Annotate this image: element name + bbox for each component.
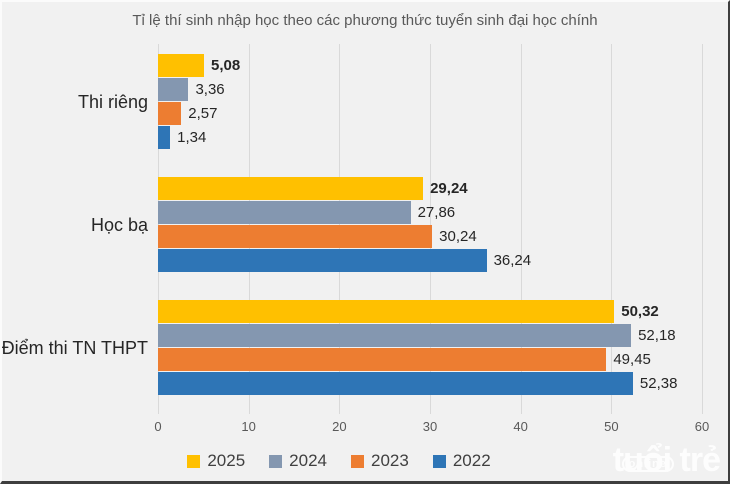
x-tick-label: 60 — [694, 419, 710, 434]
bar-group: Thi riêng 5,08 3,36 2,57 1,34 — [78, 54, 702, 150]
bar-2024 — [158, 78, 189, 101]
x-tick-label: 30 — [422, 419, 438, 434]
legend-item-2025: 2025 — [187, 451, 245, 471]
bar-row: 2,57 — [158, 102, 702, 125]
bar-value-label: 2,57 — [188, 105, 218, 122]
bar-row: 52,18 — [158, 324, 702, 347]
legend-item-2022: 2022 — [432, 451, 491, 471]
bar-value-label: 52,38 — [639, 375, 678, 392]
bar-row: 29,24 — [158, 177, 702, 200]
bar-group: Học bạ 29,24 27,86 30,24 36,24 — [91, 177, 702, 273]
bar-2022 — [158, 372, 633, 395]
bar-2022 — [158, 126, 171, 149]
bar-value-label: 3,36 — [195, 81, 225, 98]
x-tick-label: 0 — [154, 419, 162, 434]
bar-value-label: 27,86 — [417, 204, 456, 221]
legend-label: 2023 — [371, 451, 409, 470]
legend-item-2024: 2024 — [269, 451, 327, 471]
bar-2023 — [158, 102, 182, 125]
bar-value-label: 50,32 — [621, 303, 659, 320]
bar-row: 27,86 — [158, 201, 702, 224]
legend-label: 2025 — [207, 451, 246, 470]
legend-item-2023: 2023 — [351, 451, 409, 471]
bar-row: 1,34 — [158, 126, 702, 149]
bar-value-label: 49,45 — [613, 351, 651, 368]
bar-2024 — [158, 201, 411, 224]
bar-2025 — [158, 177, 424, 200]
bar-value-label: 1,34 — [177, 129, 207, 146]
category-label: Điểm thi TN THPT — [1, 337, 148, 358]
gridline — [611, 44, 613, 414]
bar-row: 5,08 — [158, 54, 702, 77]
bar-value-label: 29,24 — [430, 180, 468, 197]
x-axis: 0 10 20 30 40 50 60 — [154, 419, 709, 435]
plot-area: Thi riêng 5,08 3,36 2,57 1,34 Học bạ 29,24 27,8… — [2, 44, 703, 418]
x-tick-label: 50 — [604, 419, 619, 434]
bar-value-label: 30,24 — [439, 228, 477, 245]
bar-2023 — [158, 225, 433, 248]
bar-2025 — [158, 54, 205, 77]
watermark-tuoitre-logo: tuổi trẻ online — [613, 441, 721, 479]
legend-swatch — [187, 454, 201, 468]
category-label: Học bạ — [90, 214, 148, 235]
legend-swatch — [351, 454, 364, 468]
bar-group: Điểm thi TN THPT 50,32 52,18 49,45 52,38 — [2, 300, 702, 396]
bar-row: 52,38 — [158, 372, 702, 395]
x-tick-label: 10 — [241, 419, 256, 434]
bar-row: 49,45 — [158, 348, 702, 371]
legend-swatch — [269, 454, 283, 468]
gridline — [520, 44, 522, 414]
bar-row: 30,24 — [158, 225, 702, 248]
bar-row: 36,24 — [158, 249, 702, 272]
bar-2024 — [158, 324, 632, 347]
chart-title: Tỉ lệ thí sinh nhập học theo các phương … — [132, 12, 598, 29]
x-tick-label: 20 — [332, 419, 347, 434]
legend-label: 2024 — [289, 451, 327, 470]
x-tick-label: 40 — [513, 419, 528, 434]
legend: 2025 2024 2023 2022 — [2, 451, 702, 471]
legend-label: 2022 — [452, 451, 491, 470]
gridline — [702, 44, 703, 414]
bar-value-label: 36,24 — [493, 252, 532, 269]
bar-2023 — [158, 348, 607, 371]
bar-groups: Thi riêng 5,08 3,36 2,57 1,34 Học bạ 29,24 27,8… — [2, 54, 702, 423]
bar-row: 3,36 — [158, 78, 702, 101]
bar-2025 — [158, 300, 615, 323]
legend-swatch — [432, 454, 446, 468]
category-label: Thi riêng — [77, 91, 148, 112]
bar-row: 50,32 — [158, 300, 702, 323]
watermark-sub-text: online — [621, 456, 674, 472]
bar-value-label: 5,08 — [211, 57, 241, 74]
bar-2022 — [158, 249, 487, 272]
bar-value-label: 52,18 — [638, 327, 676, 344]
